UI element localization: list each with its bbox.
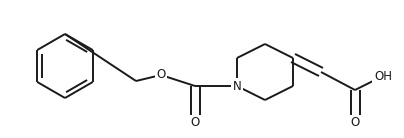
Text: N: N (233, 79, 241, 92)
Text: O: O (190, 116, 200, 129)
Text: O: O (350, 116, 360, 129)
Text: O: O (156, 68, 166, 82)
Text: OH: OH (374, 70, 392, 83)
